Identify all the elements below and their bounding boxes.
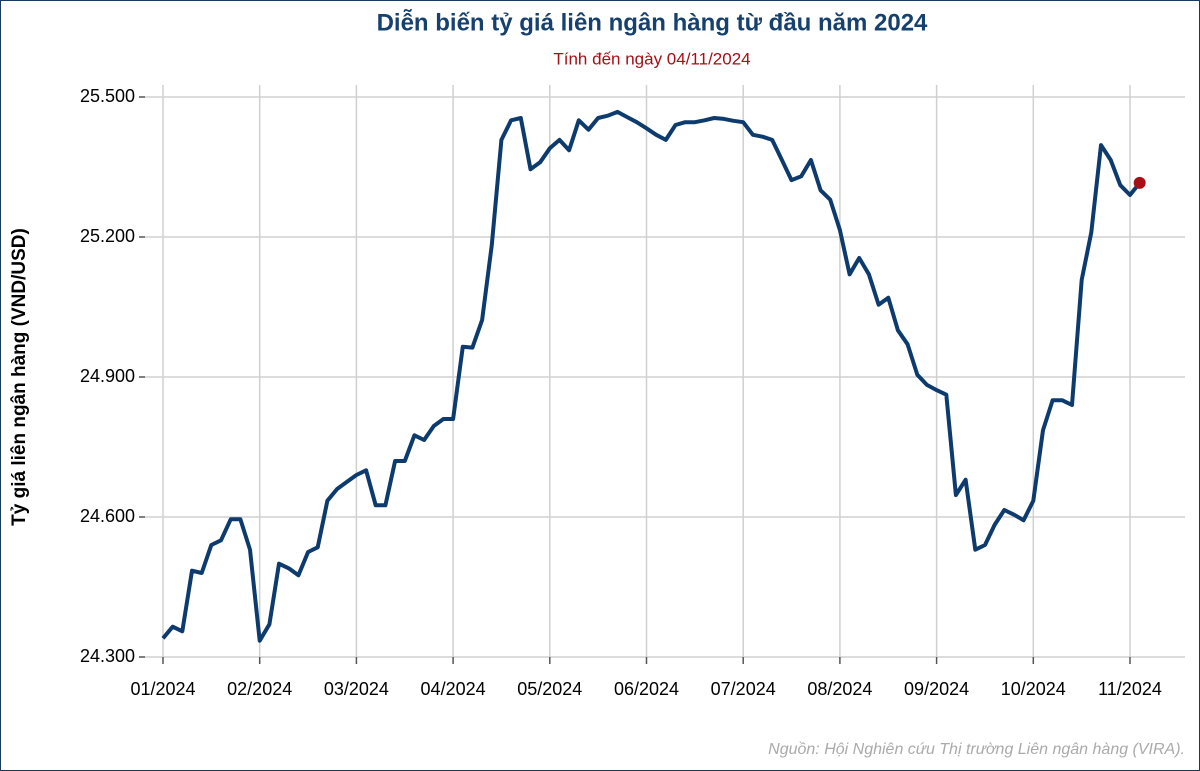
x-tick-label: 05/2024 — [517, 679, 582, 699]
source: Nguồn: Hội Nghiên cứu Thị trường Liên ng… — [768, 741, 1185, 758]
x-tick-label: 07/2024 — [711, 679, 776, 699]
x-tick-label: 02/2024 — [227, 679, 292, 699]
last-point — [1133, 176, 1146, 189]
x-tick-label: 06/2024 — [614, 679, 679, 699]
line — [161, 109, 1142, 643]
y-axis-label: Tỷ giá liên ngân hàng (VND/USD) — [9, 228, 30, 526]
x-tick-label: 08/2024 — [807, 679, 872, 699]
y-tick-label: 24.600 — [80, 506, 135, 526]
x-tick-label: 01/2024 — [130, 679, 195, 699]
y-tick-label: 25.200 — [80, 226, 135, 246]
x-tick-label: 11/2024 — [1098, 679, 1162, 699]
x-tick-label: 04/2024 — [421, 679, 486, 699]
chart-title: Diễn biến tỷ giá liên ngân hàng từ đầu n… — [377, 8, 928, 36]
chart-subtitle: Tính đến ngày 04/11/2024 — [553, 49, 750, 68]
x-tick-label: 10/2024 — [1001, 679, 1066, 699]
x-tick-label: 09/2024 — [904, 679, 969, 699]
y-tick-label: 24.900 — [80, 366, 135, 386]
x-tick-label: 03/2024 — [324, 679, 389, 699]
y-tick-label: 25.500 — [80, 86, 135, 106]
y-tick-label: 24.300 — [80, 646, 135, 666]
